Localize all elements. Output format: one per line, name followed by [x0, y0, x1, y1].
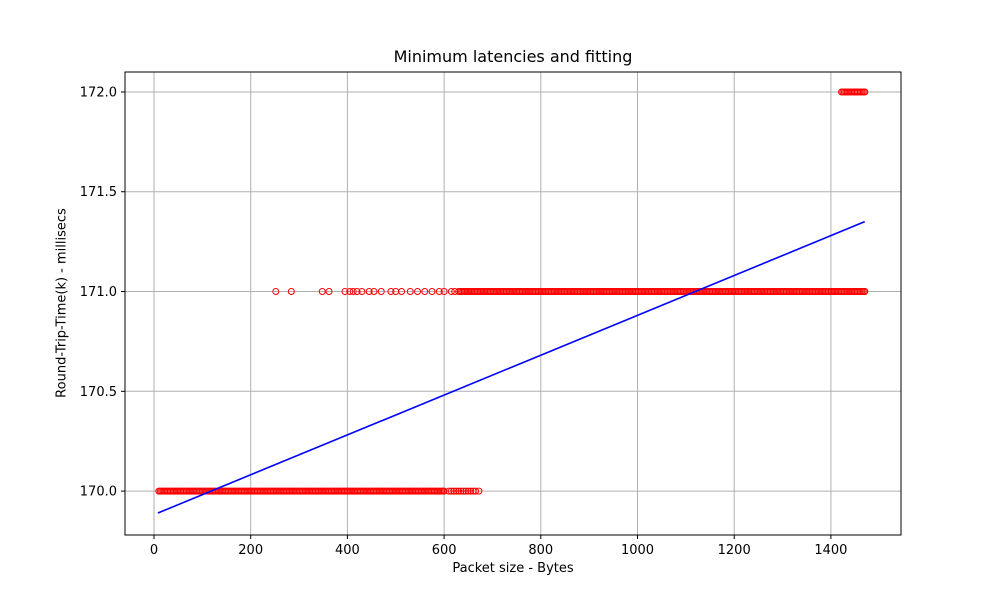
data-point — [450, 487, 458, 495]
data-point — [451, 288, 459, 296]
data-point — [353, 288, 361, 296]
data-point — [421, 288, 429, 296]
data-point — [398, 288, 406, 296]
data-point — [365, 288, 373, 296]
data-point — [861, 288, 869, 296]
data-point — [459, 487, 467, 495]
data-point — [325, 288, 333, 296]
data-point — [272, 288, 280, 296]
x-tick-label: 200 — [238, 543, 263, 558]
data-point — [440, 487, 448, 495]
x-tick-label: 1200 — [718, 543, 751, 558]
data-point — [467, 487, 475, 495]
data-point — [455, 487, 463, 495]
data-point — [358, 288, 366, 296]
data-point — [318, 288, 326, 296]
data-point — [447, 487, 455, 495]
data-point — [406, 288, 414, 296]
plot-frame — [124, 71, 902, 536]
data-point — [462, 487, 470, 495]
data-point — [428, 288, 436, 296]
fit-line — [157, 220, 866, 514]
x-tick-label: 800 — [528, 543, 553, 558]
y-tick-label: 172.0 — [80, 85, 117, 100]
data-points — [155, 88, 869, 495]
x-tick-label: 600 — [432, 543, 457, 558]
data-point — [287, 288, 295, 296]
y-tick-label: 170.5 — [80, 385, 117, 400]
data-point — [464, 487, 472, 495]
y-tick-label: 171.0 — [80, 285, 117, 300]
data-point — [457, 487, 465, 495]
x-tick-label: 400 — [335, 543, 360, 558]
y-tick-label: 171.5 — [80, 185, 117, 200]
x-tick-label: 1400 — [814, 543, 847, 558]
data-point — [346, 288, 354, 296]
data-point — [472, 487, 480, 495]
axis-ticks: 0 200 400 600 800 1000 1200 1400 170.0 170.5 171.0… — [80, 85, 848, 558]
data-point — [341, 288, 349, 296]
data-point — [452, 487, 460, 495]
chart-title: Minimum latencies and fitting — [393, 47, 633, 66]
data-point — [475, 487, 483, 495]
data-point — [861, 88, 869, 96]
data-point — [370, 288, 378, 296]
data-point — [414, 288, 422, 296]
data-point — [377, 288, 385, 296]
data-point — [440, 288, 448, 296]
x-tick-label: 0 — [150, 543, 158, 558]
x-tick-label: 1000 — [621, 543, 654, 558]
data-point — [435, 288, 443, 296]
data-point — [349, 288, 357, 296]
data-point — [387, 288, 395, 296]
grid — [125, 72, 901, 535]
x-axis-label: Packet size - Bytes — [452, 561, 574, 576]
y-tick-label: 170.0 — [80, 485, 117, 500]
data-point — [447, 288, 455, 296]
fit-line-layer — [157, 220, 866, 514]
